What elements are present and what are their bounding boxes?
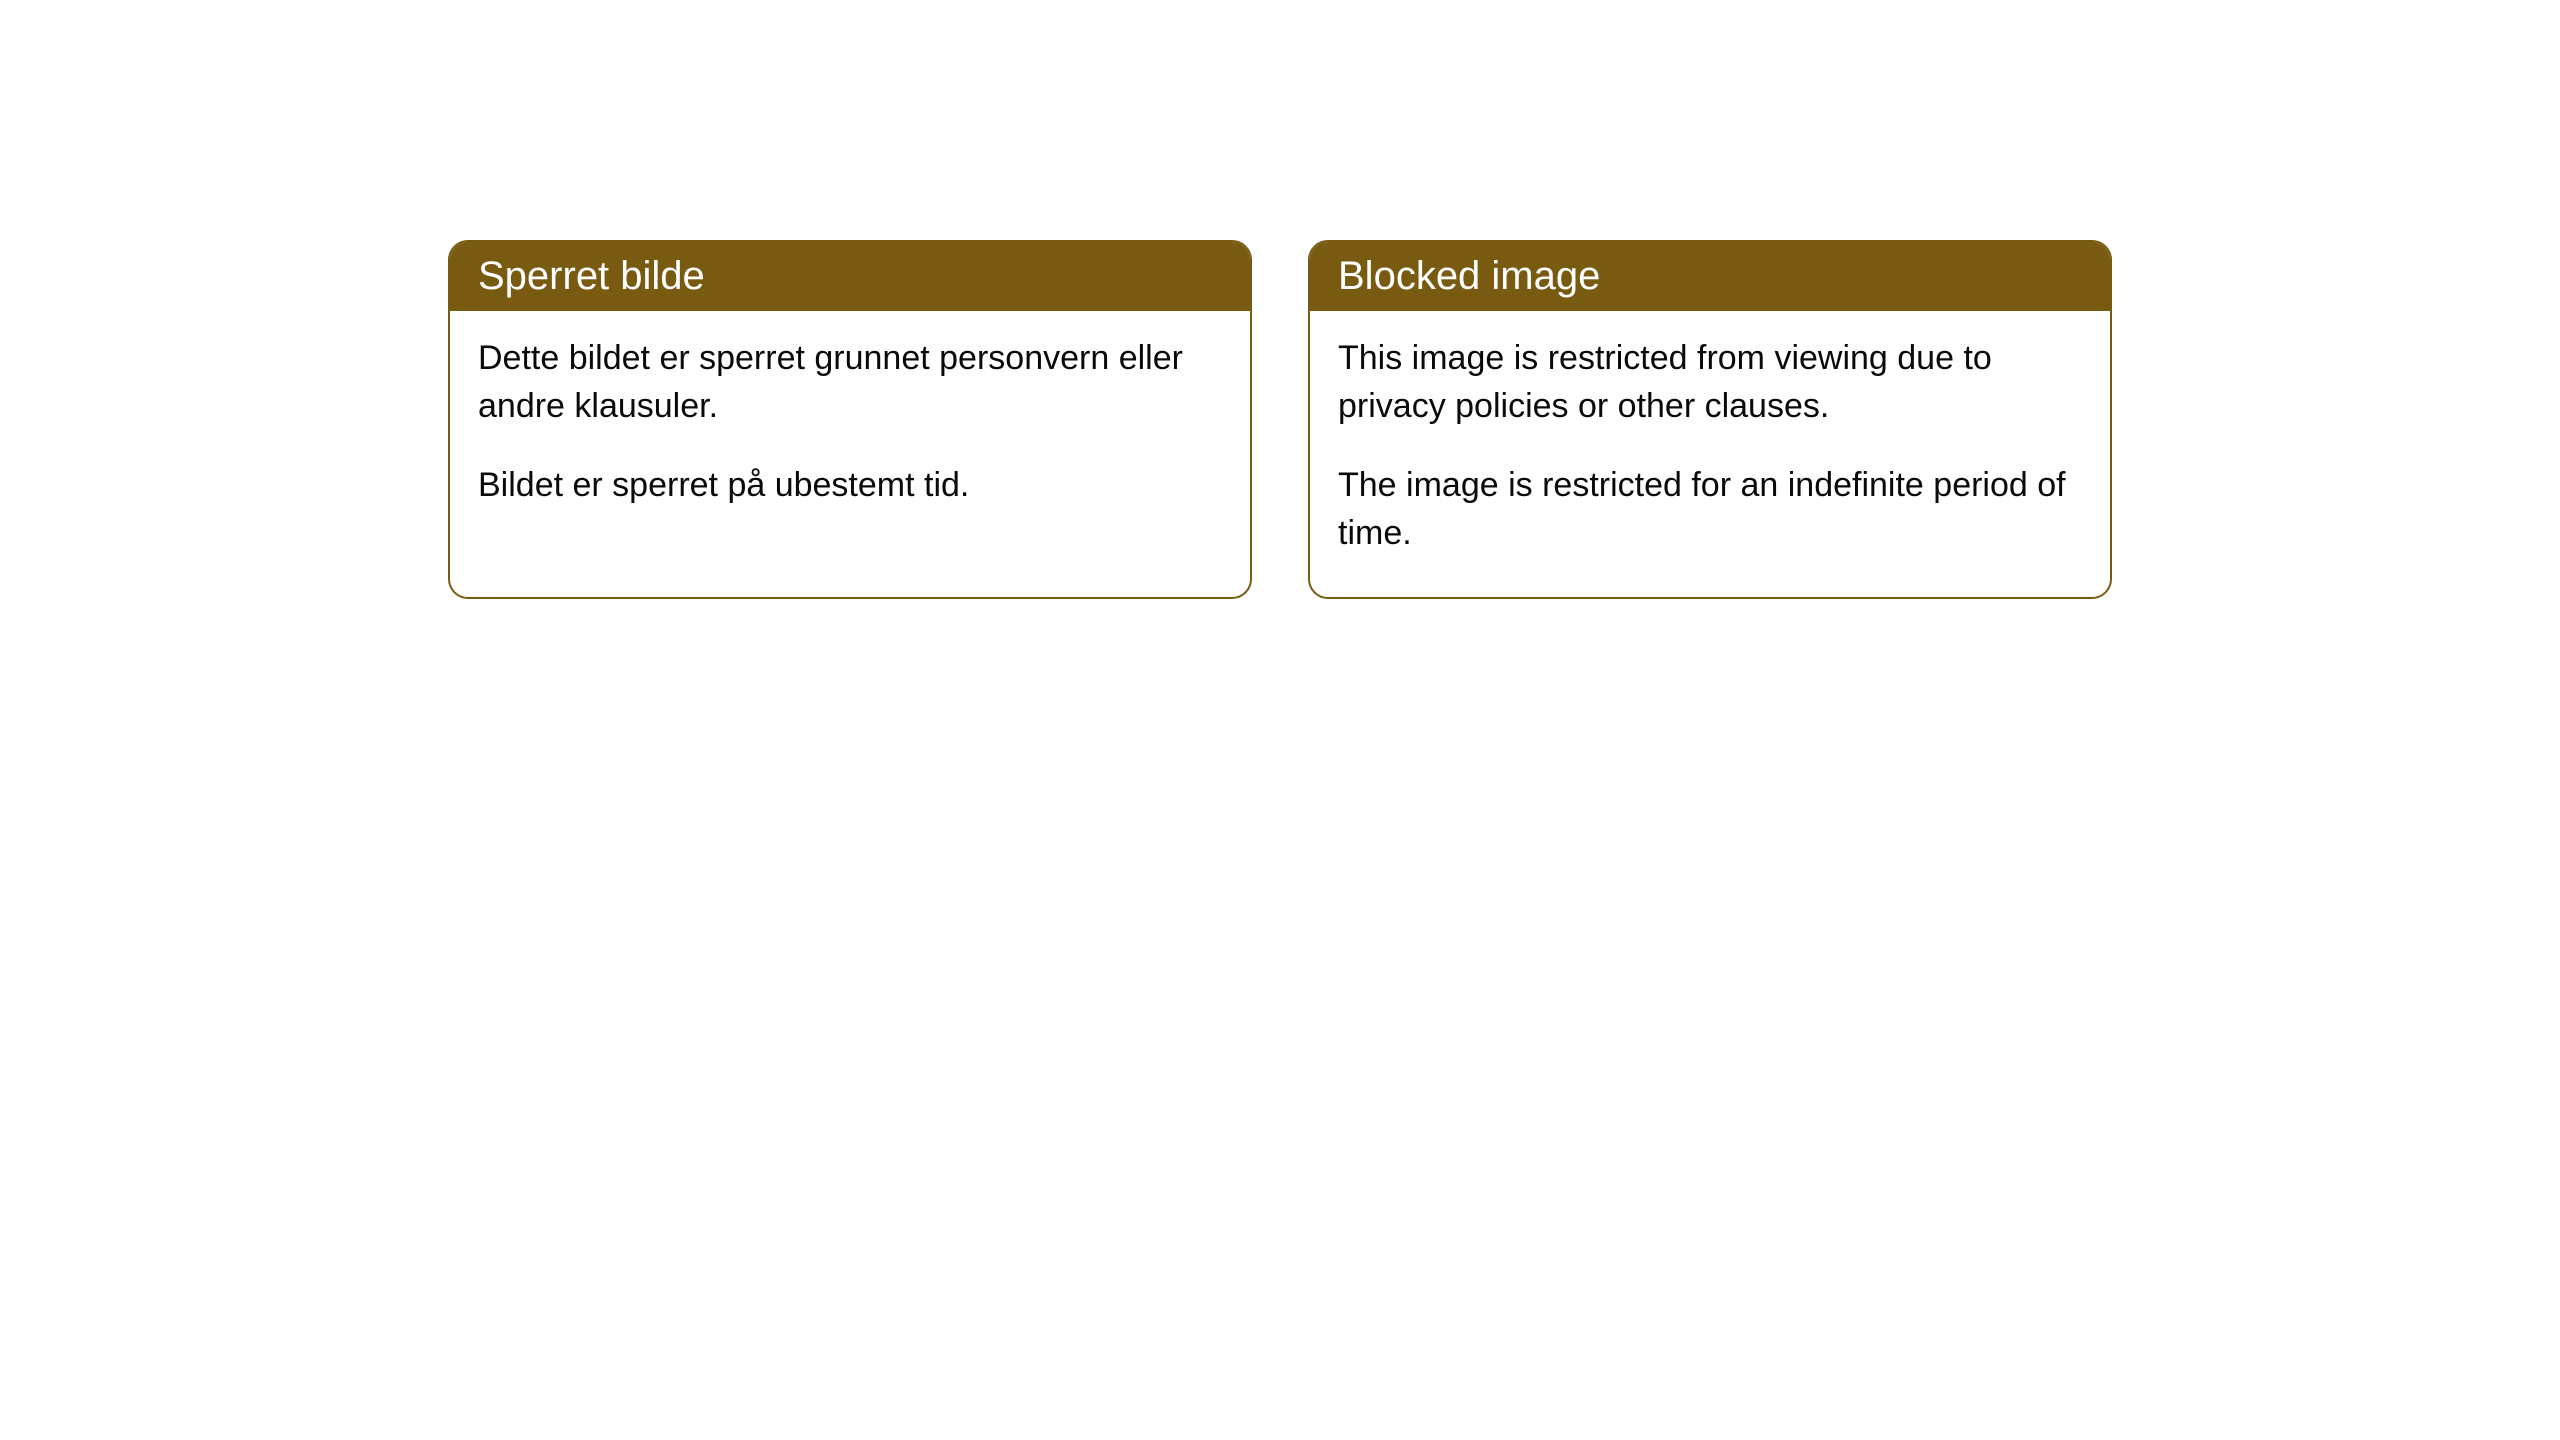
- card-title: Blocked image: [1338, 254, 1600, 298]
- card-body: Dette bildet er sperret grunnet personve…: [450, 311, 1250, 550]
- card-body: This image is restricted from viewing du…: [1310, 311, 2110, 597]
- card-header: Sperret bilde: [450, 242, 1250, 311]
- card-paragraph: The image is restricted for an indefinit…: [1338, 462, 2082, 557]
- notice-card-english: Blocked image This image is restricted f…: [1308, 240, 2112, 599]
- card-paragraph: Bildet er sperret på ubestemt tid.: [478, 462, 1222, 510]
- notice-cards-container: Sperret bilde Dette bildet er sperret gr…: [0, 0, 2560, 599]
- card-header: Blocked image: [1310, 242, 2110, 311]
- card-paragraph: This image is restricted from viewing du…: [1338, 335, 2082, 430]
- card-paragraph: Dette bildet er sperret grunnet personve…: [478, 335, 1222, 430]
- notice-card-norwegian: Sperret bilde Dette bildet er sperret gr…: [448, 240, 1252, 599]
- card-title: Sperret bilde: [478, 254, 705, 298]
